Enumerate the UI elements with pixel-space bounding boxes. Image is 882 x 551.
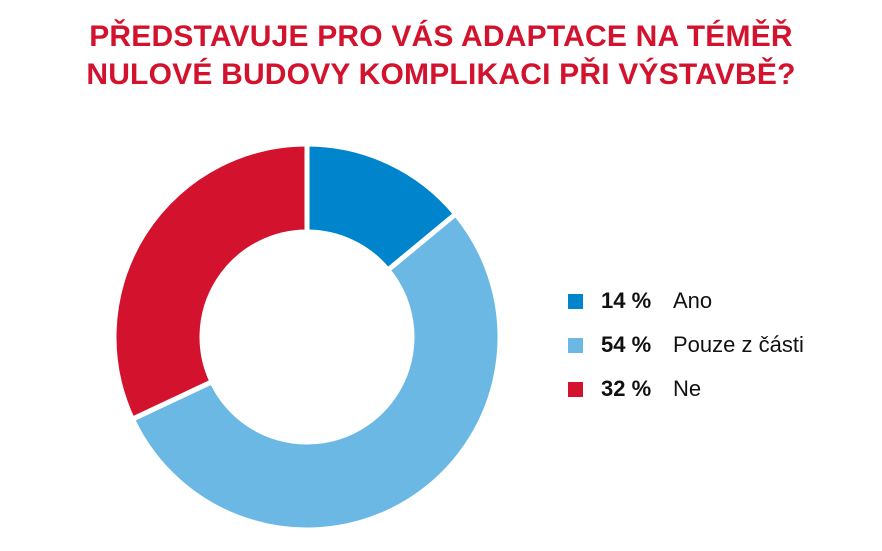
chart-title: PŘEDSTAVUJE PRO VÁS ADAPTACE NA TÉMĚŘ NU… — [0, 18, 882, 94]
legend-value-ne: 32 % — [601, 376, 652, 401]
chart-legend: 14 % Ano 54 % Pouze z části 32 % Ne — [568, 279, 804, 411]
chart-title-line-1: PŘEDSTAVUJE PRO VÁS ADAPTACE NA TÉMĚŘ — [89, 20, 793, 53]
legend-label-ano: Ano — [673, 288, 713, 313]
legend-item-pouze-z-casti: 54 % Pouze z části — [568, 323, 804, 367]
legend-value-ano: 14 % — [601, 288, 652, 313]
legend-item-ano: 14 % Ano — [568, 279, 804, 323]
legend-label-ne: Ne — [673, 376, 702, 401]
legend-swatch-ne — [568, 381, 583, 397]
chart-title-line-2: NULOVÉ BUDOVY KOMPLIKACI PŘI VÝSTAVBĚ? — [86, 58, 796, 91]
legend-swatch-ano — [568, 293, 583, 309]
donut-slice-pouze-z-sti — [129, 210, 503, 533]
legend-value-pouze-z-casti: 54 % — [601, 332, 652, 357]
legend-item-ne: 32 % Ne — [568, 367, 804, 411]
donut-slice-ne — [111, 141, 310, 423]
legend-label-pouze-z-casti: Pouze z části — [673, 332, 804, 357]
legend-swatch-pouze-z-casti — [568, 337, 583, 353]
